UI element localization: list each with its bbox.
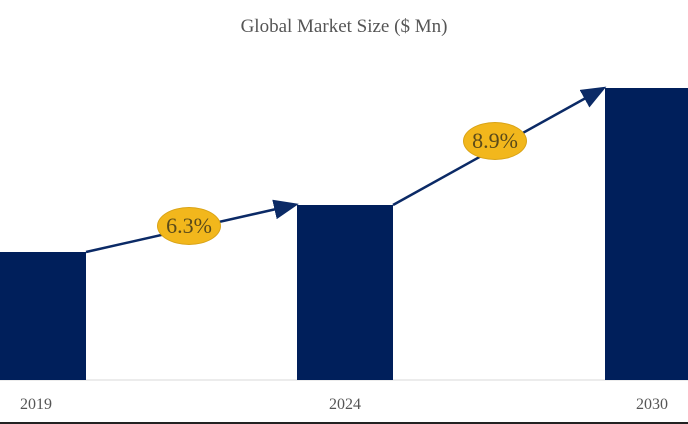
x-tick-2019: 2019 [20, 396, 52, 413]
bottom-border [0, 422, 688, 424]
cagr-badge-2019-2024: 6.3% [157, 207, 221, 245]
bar-2024 [297, 205, 393, 380]
bar-2019 [0, 252, 86, 380]
bar-2030 [605, 88, 688, 380]
x-tick-2030: 2030 [636, 396, 668, 413]
cagr-badge-2024-2030: 8.9% [463, 122, 527, 160]
chart-title: Global Market Size ($ Mn) [240, 16, 448, 37]
x-tick-2024: 2024 [329, 396, 361, 413]
